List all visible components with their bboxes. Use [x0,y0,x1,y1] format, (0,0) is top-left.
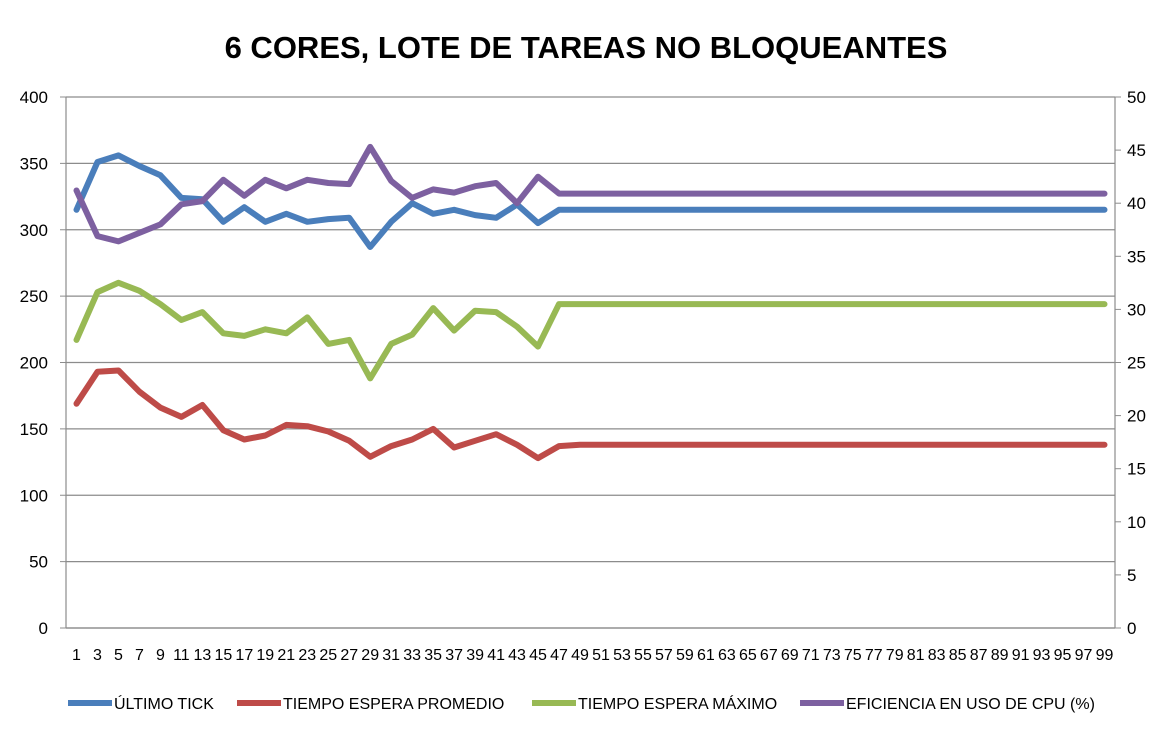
x-tick-label: 85 [949,647,967,664]
x-tick-label: 89 [991,647,1009,664]
legend-label: TIEMPO ESPERA MÁXIMO [578,694,777,713]
x-tick-label: 15 [214,647,232,664]
y-right-tick-label: 10 [1127,513,1146,532]
x-tick-label: 79 [886,647,904,664]
x-tick-label: 65 [739,647,757,664]
grid-lines [66,96,1115,629]
y-right-tick-label: 45 [1127,141,1146,160]
y-right-tick-label: 15 [1127,460,1146,479]
y-left-tick-label: 400 [20,88,48,107]
legend: ÚLTIMO TICK TIEMPO ESPERA PROMEDIO TIEMPO … [68,694,1095,713]
x-tick-label: 95 [1054,647,1072,664]
y-right-tick-label: 30 [1127,300,1146,319]
x-tick-label: 33 [403,647,421,664]
y-left-tick-label: 350 [20,154,48,173]
x-tick-label: 43 [508,647,526,664]
axes: 0501001502002503003504000510152025303540… [20,88,1146,664]
y-right-tick-label: 35 [1127,247,1146,266]
series-line-1 [73,152,1108,250]
y-right-tick-label: 40 [1127,194,1146,213]
x-tick-label: 77 [865,647,883,664]
x-tick-label: 91 [1012,647,1030,664]
x-tick-label: 5 [114,647,123,664]
y-right-tick-label: 25 [1127,354,1146,373]
x-tick-label: 41 [487,647,505,664]
x-tick-label: 7 [135,647,144,664]
x-tick-label: 61 [697,647,715,664]
x-tick-label: 45 [529,647,547,664]
x-tick-label: 11 [173,647,190,664]
chart-title: 6 CORES, LOTE DE TAREAS NO BLOQUEANTES [225,30,948,65]
x-tick-label: 83 [928,647,946,664]
series-line-3 [73,279,1108,382]
y-left-tick-label: 0 [39,619,48,638]
x-tick-label: 27 [340,647,358,664]
x-tick-label: 53 [613,647,631,664]
y-left-tick-label: 250 [20,287,48,306]
legend-label: ÚLTIMO TICK [114,694,214,713]
x-tick-label: 57 [655,647,673,664]
series-line-2 [73,367,1108,462]
x-tick-label: 13 [193,647,211,664]
x-tick-label: 47 [550,647,568,664]
x-tick-label: 97 [1075,647,1093,664]
y-left-tick-label: 100 [20,486,48,505]
x-tick-label: 39 [466,647,484,664]
x-tick-label: 81 [907,647,925,664]
x-tick-label: 29 [361,647,379,664]
x-tick-label: 51 [592,647,610,664]
series-lines [73,143,1108,462]
y-left-tick-label: 200 [20,354,48,373]
x-tick-label: 37 [445,647,463,664]
x-tick-label: 75 [844,647,862,664]
x-tick-label: 55 [634,647,652,664]
x-tick-label: 63 [718,647,736,664]
x-tick-label: 49 [571,647,589,664]
x-tick-label: 35 [424,647,442,664]
y-right-tick-label: 20 [1127,407,1146,426]
y-left-tick-label: 50 [29,553,48,572]
y-left-tick-label: 300 [20,221,48,240]
legend-label: EFICIENCIA EN USO DE CPU (%) [846,696,1095,713]
x-tick-label: 21 [277,647,295,664]
x-tick-label: 3 [93,647,102,664]
x-tick-label: 71 [802,647,820,664]
x-tick-label: 67 [760,647,778,664]
x-tick-label: 93 [1033,647,1051,664]
x-tick-label: 73 [823,647,841,664]
y-right-tick-label: 0 [1127,619,1136,638]
x-tick-label: 87 [970,647,988,664]
y-right-tick-label: 5 [1127,566,1136,585]
x-tick-label: 99 [1096,647,1114,664]
legend-label: TIEMPO ESPERA PROMEDIO [283,696,504,713]
x-tick-label: 31 [382,647,400,664]
x-tick-label: 1 [72,647,81,664]
y-left-tick-label: 150 [20,420,48,439]
x-tick-label: 23 [298,647,316,664]
x-tick-label: 17 [235,647,253,664]
x-tick-label: 69 [781,647,799,664]
x-tick-label: 59 [676,647,694,664]
x-tick-label: 19 [256,647,274,664]
y-right-tick-label: 50 [1127,88,1146,107]
x-tick-label: 9 [156,647,165,664]
x-tick-label: 25 [319,647,337,664]
series-line-4 [73,143,1108,245]
